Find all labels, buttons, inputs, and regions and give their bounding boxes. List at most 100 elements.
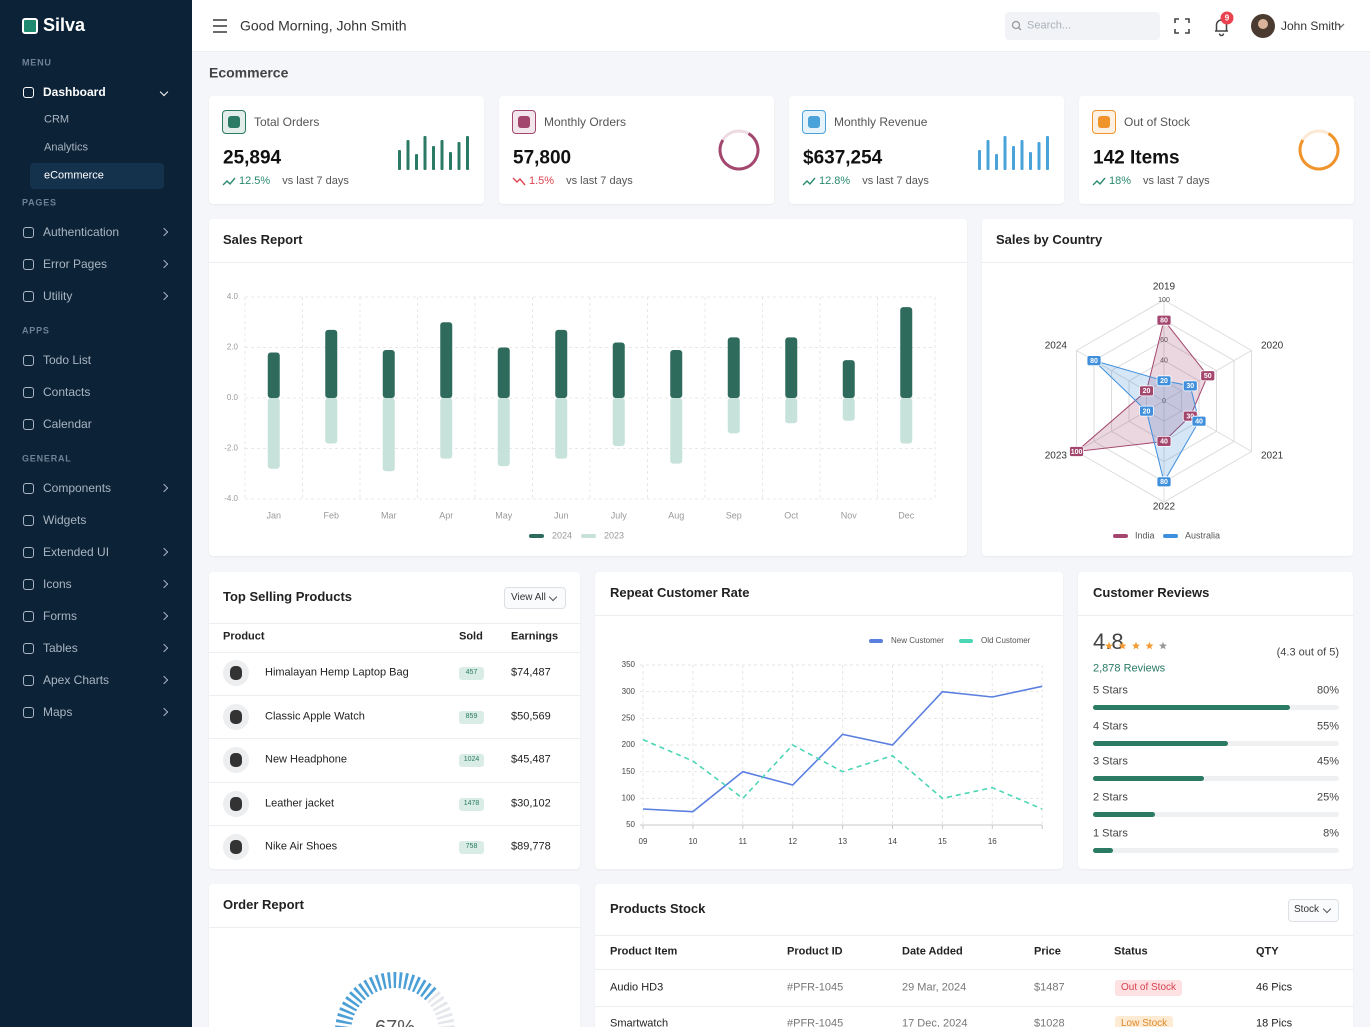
submenu-item[interactable]: CRM — [44, 113, 70, 126]
view-all-button[interactable] — [504, 587, 566, 609]
divider — [209, 927, 580, 928]
search-box[interactable] — [1005, 12, 1160, 40]
stat-value: 57,800 — [513, 147, 572, 169]
column-header: Product ID — [787, 945, 843, 958]
menu-item[interactable]: Contacts — [43, 384, 91, 399]
stat-card — [789, 96, 1064, 204]
stat-period: vs last 7 days — [1143, 175, 1210, 187]
stat-period: vs last 7 days — [862, 175, 929, 187]
sidebar — [0, 0, 192, 1027]
menu-item[interactable]: Widgets — [43, 512, 87, 527]
divider — [982, 262, 1353, 263]
stat-icon-glyph — [518, 116, 530, 128]
menu-icon — [23, 227, 34, 238]
menu-item[interactable]: Extended UI — [43, 544, 110, 559]
product-earnings: $45,487 — [511, 753, 551, 766]
menu-icon — [23, 355, 34, 366]
product-glyph — [230, 709, 242, 724]
sales-country-card — [982, 219, 1353, 556]
menu-icon — [23, 643, 34, 654]
sold-badge — [459, 754, 484, 768]
menu-item[interactable]: Todo List — [43, 352, 92, 367]
divider — [209, 738, 580, 740]
section-label: MENU — [22, 57, 52, 68]
gauge-label: 67% — [375, 1016, 415, 1027]
sold-badge — [459, 667, 484, 680]
card-title: Products Stock — [610, 901, 706, 917]
review-track — [1093, 776, 1339, 782]
product-sold: 1478 — [463, 799, 480, 807]
stock-button[interactable] — [1288, 899, 1339, 922]
menu-icon — [23, 419, 34, 430]
page-title: Ecommerce — [209, 64, 289, 81]
stat-title: Monthly Orders — [544, 114, 627, 129]
sales-report-card — [209, 219, 967, 556]
product-sold: 457 — [465, 668, 478, 676]
brand-logo — [22, 18, 38, 34]
stat-period: vs last 7 days — [566, 175, 633, 187]
menu-item[interactable]: Utility — [43, 288, 73, 303]
menu-icon — [23, 291, 34, 302]
card-title: Order Report — [223, 897, 304, 913]
stat-change-row: 1.5% vs last 7 days — [529, 175, 633, 187]
cell-item: Audio HD3 — [610, 981, 664, 994]
top-bar — [192, 0, 1370, 52]
menu-icon — [23, 579, 34, 590]
menu-item[interactable]: Tables — [43, 640, 78, 655]
divider — [209, 623, 580, 624]
stat-title: Out of Stock — [1124, 114, 1191, 129]
product-earnings: $50,569 — [511, 710, 551, 722]
menu-item[interactable]: Forms — [43, 608, 77, 623]
divider — [595, 1005, 1353, 1007]
submenu-item[interactable]: eCommerce — [44, 169, 104, 182]
divider — [209, 825, 580, 827]
review-label: 3 Stars — [1093, 755, 1128, 768]
cell-qty: 46 Pics — [1256, 981, 1293, 994]
divider — [595, 615, 1063, 616]
product-name: Classic Apple Watch — [265, 710, 365, 722]
submenu-item[interactable]: Analytics — [44, 141, 89, 154]
product-sold: 1024 — [463, 755, 480, 763]
cell-qty: 18 Pics — [1256, 1016, 1293, 1027]
button-label: Stock — [1294, 904, 1320, 915]
stat-period: vs last 7 days — [282, 175, 349, 187]
product-glyph — [230, 753, 242, 768]
button-label: View All — [511, 592, 546, 603]
review-track — [1093, 812, 1339, 818]
stat-title: Total Orders — [254, 114, 320, 129]
greeting: Good Morning, John Smith — [240, 17, 407, 34]
stat-change: 12.8% — [819, 175, 851, 187]
review-percent: 80% — [1316, 684, 1339, 697]
review-bar — [1093, 812, 1155, 818]
product-name: Himalayan Hemp Laptop Bag — [265, 666, 409, 679]
product-earnings: $89,778 — [511, 840, 551, 853]
menu-item[interactable]: Components — [43, 480, 112, 495]
menu-item[interactable]: Dashboard — [43, 84, 106, 99]
review-label: 5 Stars — [1093, 684, 1128, 697]
user-name[interactable]: John Smith — [1281, 18, 1342, 33]
card-title: Repeat Customer Rate — [610, 585, 750, 601]
divider — [209, 262, 967, 263]
review-track — [1093, 847, 1339, 853]
menu-item[interactable]: Apex Charts — [43, 672, 110, 687]
menu-item[interactable]: Authentication — [43, 224, 120, 239]
divider — [595, 969, 1353, 970]
menu-item[interactable]: Maps — [43, 704, 73, 719]
review-percent: 45% — [1316, 755, 1339, 768]
divider — [209, 652, 580, 653]
stat-title: Monthly Revenue — [834, 114, 928, 129]
review-bar — [1093, 740, 1229, 746]
stat-change-row: 12.5% vs last 7 days — [239, 175, 349, 187]
product-sold: 859 — [465, 712, 478, 720]
sold-badge — [459, 841, 484, 855]
menu-item[interactable]: Icons — [43, 576, 72, 591]
menu-item[interactable]: Error Pages — [43, 256, 108, 271]
menu-icon — [23, 547, 34, 558]
menu-icon — [23, 387, 34, 398]
menu-icon — [23, 611, 34, 622]
cell-id: #PFR-1045 — [787, 981, 844, 994]
stat-value: 142 Items — [1093, 147, 1180, 169]
review-label: 4 Stars — [1093, 720, 1128, 733]
menu-item[interactable]: Calendar — [43, 416, 92, 431]
card-title: Sales by Country — [996, 232, 1103, 248]
